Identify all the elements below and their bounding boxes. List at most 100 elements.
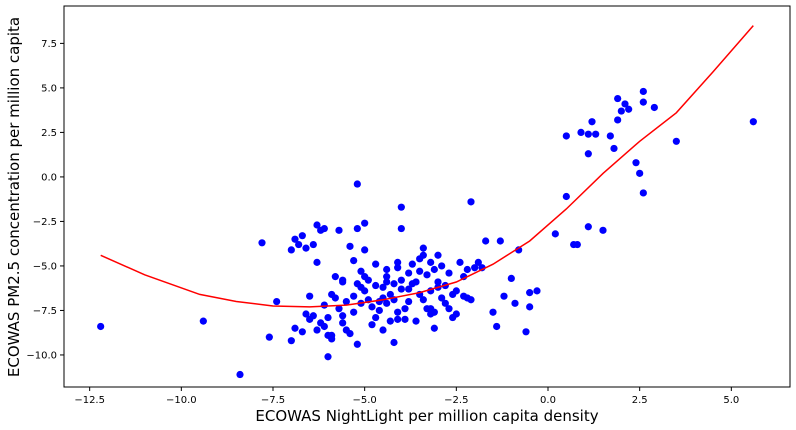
data-point [412,317,420,325]
data-point [533,287,541,295]
data-point [416,267,424,275]
data-point [328,290,336,299]
data-point [401,305,409,313]
data-point [386,290,394,299]
data-point [357,267,365,275]
data-point [467,198,475,206]
data-point [298,328,306,336]
data-point [614,116,622,124]
data-point [650,103,658,112]
data-point [236,370,244,379]
data-point [199,317,207,325]
data-point [394,264,402,272]
data-point [313,258,321,266]
scatter-points [97,87,757,379]
data-point [584,130,592,138]
x-tick-label: 5.0 [723,395,739,406]
data-point [445,269,453,277]
data-point [405,297,413,306]
data-point [320,301,328,309]
data-point [397,224,405,233]
data-point [309,240,317,249]
data-point [397,276,405,284]
data-point [438,294,446,302]
data-point [287,337,295,345]
x-tick-label: −7.5 [261,395,285,406]
data-point [383,273,391,281]
data-point [383,278,391,286]
data-point [350,256,358,265]
data-point [383,299,391,307]
data-point [339,278,347,286]
data-point [394,315,402,323]
data-point [350,308,358,316]
data-point [562,192,570,201]
data-point [390,338,398,347]
data-point [291,324,299,332]
data-point [379,283,387,291]
data-point [320,224,328,233]
data-point [368,321,376,329]
data-point [361,246,369,254]
data-point [324,353,332,361]
data-point [361,287,369,295]
data-point [452,287,460,295]
data-point [441,299,449,307]
data-point [309,312,317,320]
y-tick-label: 5.0 [41,83,57,94]
data-point [592,130,600,138]
data-point [401,315,409,323]
y-tick-label: −2.5 [33,217,57,228]
data-point [353,224,361,233]
data-point [339,312,347,320]
data-point [339,319,347,327]
data-point [372,313,380,322]
data-point [617,107,625,115]
x-axis-ticks: −12.5 −10.0 −7.5 −5.0 −2.5 0.0 2.5 5.0 [74,387,739,406]
data-point [489,308,497,316]
data-point [526,289,534,297]
data-point [350,292,358,300]
y-tick-label: −5.0 [33,261,57,272]
data-point [584,150,592,158]
data-point [496,237,504,245]
y-axis-ticks: −10.0 −7.5 −5.0 −2.5 0.0 2.5 5.0 7.5 [26,39,64,361]
data-point [302,310,310,318]
data-point [306,292,314,300]
data-point [463,265,471,274]
data-point [342,297,350,306]
data-point [614,94,622,103]
data-point [295,240,303,249]
data-point [588,118,596,126]
data-point [478,264,486,272]
data-point [313,326,321,334]
data-point [353,280,361,288]
data-point [471,264,479,272]
data-point [460,292,468,300]
y-tick-label: −10.0 [26,350,57,361]
data-point [474,258,482,266]
data-point [335,226,343,234]
data-point [625,105,633,113]
data-point [573,240,581,249]
data-point [375,306,383,315]
x-tick-label: 0.0 [540,395,556,406]
data-point [500,292,508,300]
data-point [408,260,416,268]
data-point [397,203,405,211]
data-point [427,305,435,313]
data-point [324,313,332,322]
fit-line [100,25,754,308]
data-point [526,303,534,311]
data-point [507,274,515,282]
x-tick-label: 2.5 [632,395,648,406]
data-point [97,322,105,331]
data-point [621,100,629,108]
data-point [335,305,343,313]
y-tick-label: −7.5 [33,306,57,317]
data-point [434,251,442,259]
data-point [291,235,299,243]
data-point [493,322,501,331]
x-tick-label: −5.0 [353,395,377,406]
